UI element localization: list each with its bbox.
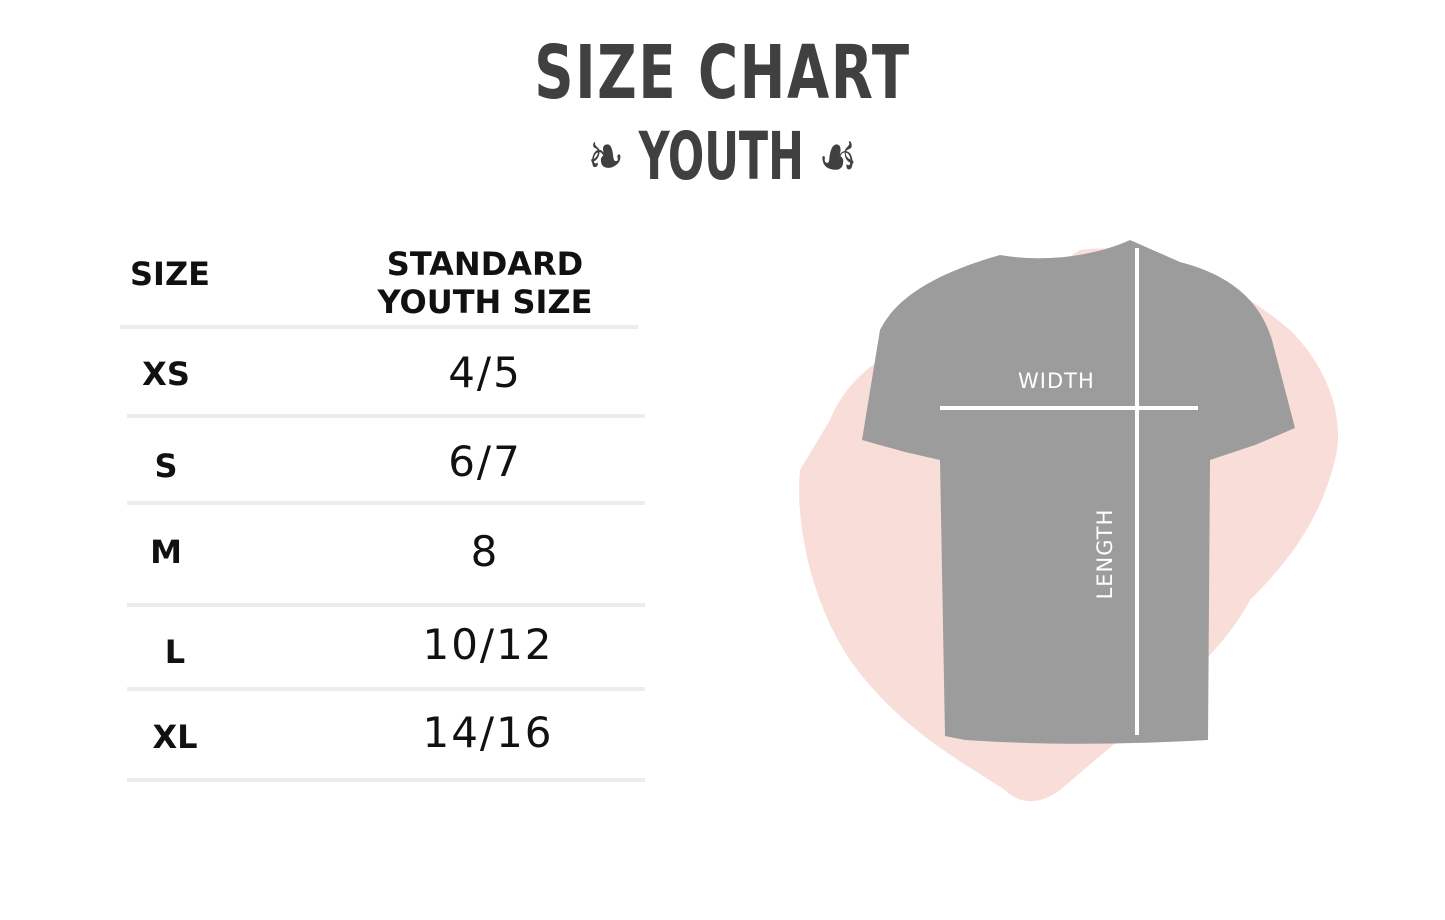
size-cell: M: [150, 533, 182, 571]
youth-cell: 10/12: [422, 620, 554, 669]
divider: [127, 687, 645, 691]
size-cell: XL: [152, 718, 198, 756]
title: SIZE CHART: [534, 30, 911, 116]
divider: [127, 603, 645, 607]
divider: [127, 414, 645, 418]
size-cell: S: [154, 447, 178, 485]
flourish-left-icon: ❧: [587, 118, 639, 195]
youth-cell: 14/16: [422, 708, 554, 757]
subtitle-text: YOUTH: [638, 118, 804, 195]
youth-cell: 4/5: [448, 348, 522, 397]
flourish-right-icon: ☙: [803, 118, 858, 195]
youth-cell: 8: [470, 527, 500, 576]
divider: [127, 501, 645, 505]
header-size: SIZE: [129, 255, 210, 293]
length-label: LENGTH: [1093, 508, 1117, 600]
header-youth: STANDARD YOUTH SIZE: [377, 245, 593, 321]
size-cell: XS: [142, 355, 190, 393]
youth-cell: 6/7: [448, 437, 522, 486]
size-cell: L: [164, 633, 186, 671]
divider: [127, 778, 645, 782]
width-label: WIDTH: [1018, 369, 1095, 393]
tshirt-shape: [862, 240, 1295, 744]
subtitle: ❧ YOUTH ☙: [202, 118, 1242, 195]
divider: [120, 325, 638, 329]
